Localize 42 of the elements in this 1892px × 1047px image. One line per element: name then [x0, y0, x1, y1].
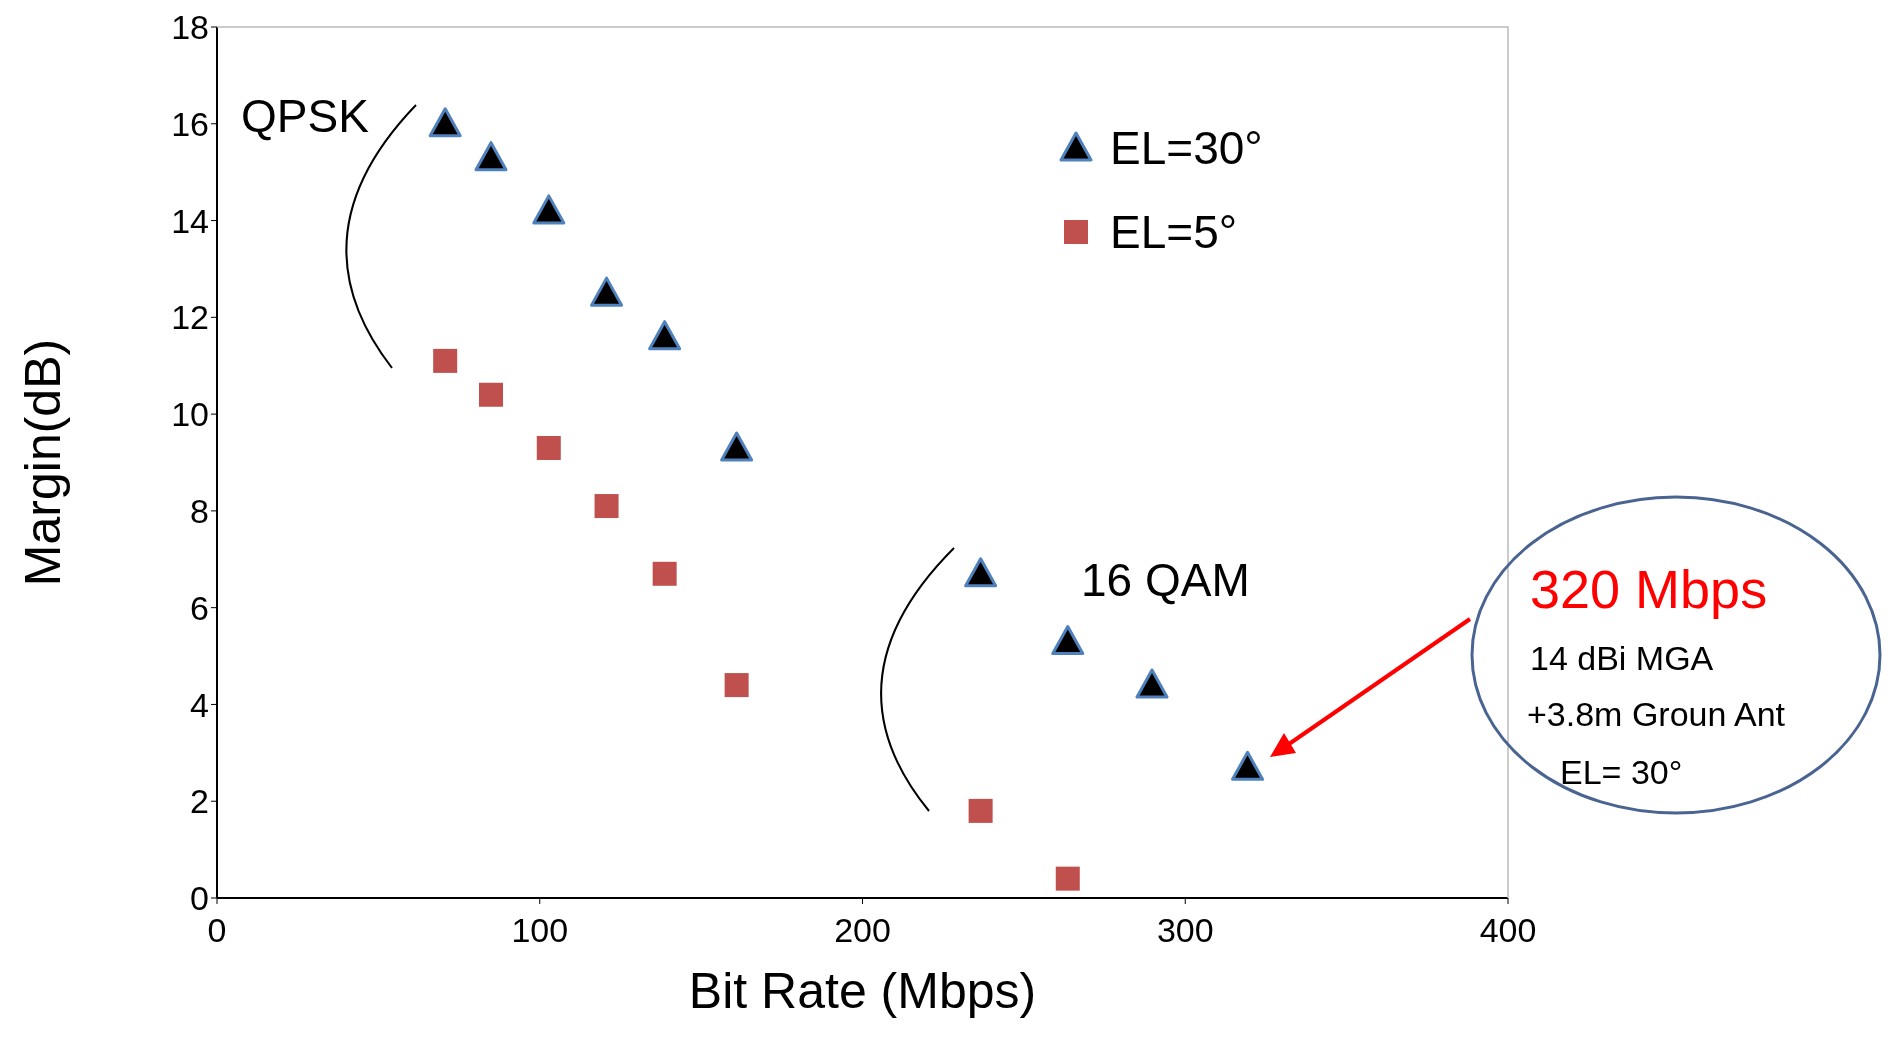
x-tick-label: 200 [834, 911, 891, 950]
y-tick-label: 2 [190, 782, 209, 821]
point [433, 348, 458, 373]
y-tick-label: 4 [190, 685, 209, 724]
point [474, 141, 508, 172]
x-tick-label: 400 [1479, 911, 1537, 950]
y-tick-label: 6 [190, 588, 209, 627]
point [536, 435, 561, 460]
legend-label: EL=5° [1110, 206, 1238, 258]
point [968, 798, 993, 823]
point [1055, 866, 1080, 891]
point [720, 431, 754, 462]
y-tick-label: 16 [171, 104, 209, 143]
point [479, 382, 504, 407]
y-tick-label: 8 [190, 491, 209, 530]
x-tick-label: 300 [1156, 911, 1214, 950]
y-axis-title: Margin(dB) [14, 338, 71, 587]
point [532, 194, 566, 225]
point [594, 494, 619, 519]
x-axis-title: Bit Rate (Mbps) [688, 963, 1037, 1019]
point [1051, 625, 1085, 656]
point [590, 276, 624, 307]
point [652, 561, 677, 586]
text: 320 Mbps [1530, 559, 1768, 619]
y-tick-label: 0 [190, 879, 209, 918]
point [964, 557, 998, 588]
point [724, 673, 749, 698]
annotation: QPSK [241, 90, 370, 142]
text: +3.8m Groun Ant [1527, 695, 1786, 733]
point [428, 107, 462, 138]
point [1135, 668, 1169, 699]
y-tick-label: 12 [171, 298, 209, 337]
y-tick-label: 18 [171, 8, 209, 47]
point [648, 320, 682, 351]
text: EL= 30° [1560, 753, 1683, 791]
text: 14 dBi MGA [1530, 639, 1714, 677]
x-tick-label: 100 [511, 911, 569, 950]
y-tick-label: 14 [171, 201, 209, 240]
point [1231, 750, 1265, 781]
y-tick-label: 10 [171, 395, 209, 434]
legend-label: EL=30° [1110, 122, 1263, 174]
annotation: 16 QAM [1081, 554, 1250, 606]
